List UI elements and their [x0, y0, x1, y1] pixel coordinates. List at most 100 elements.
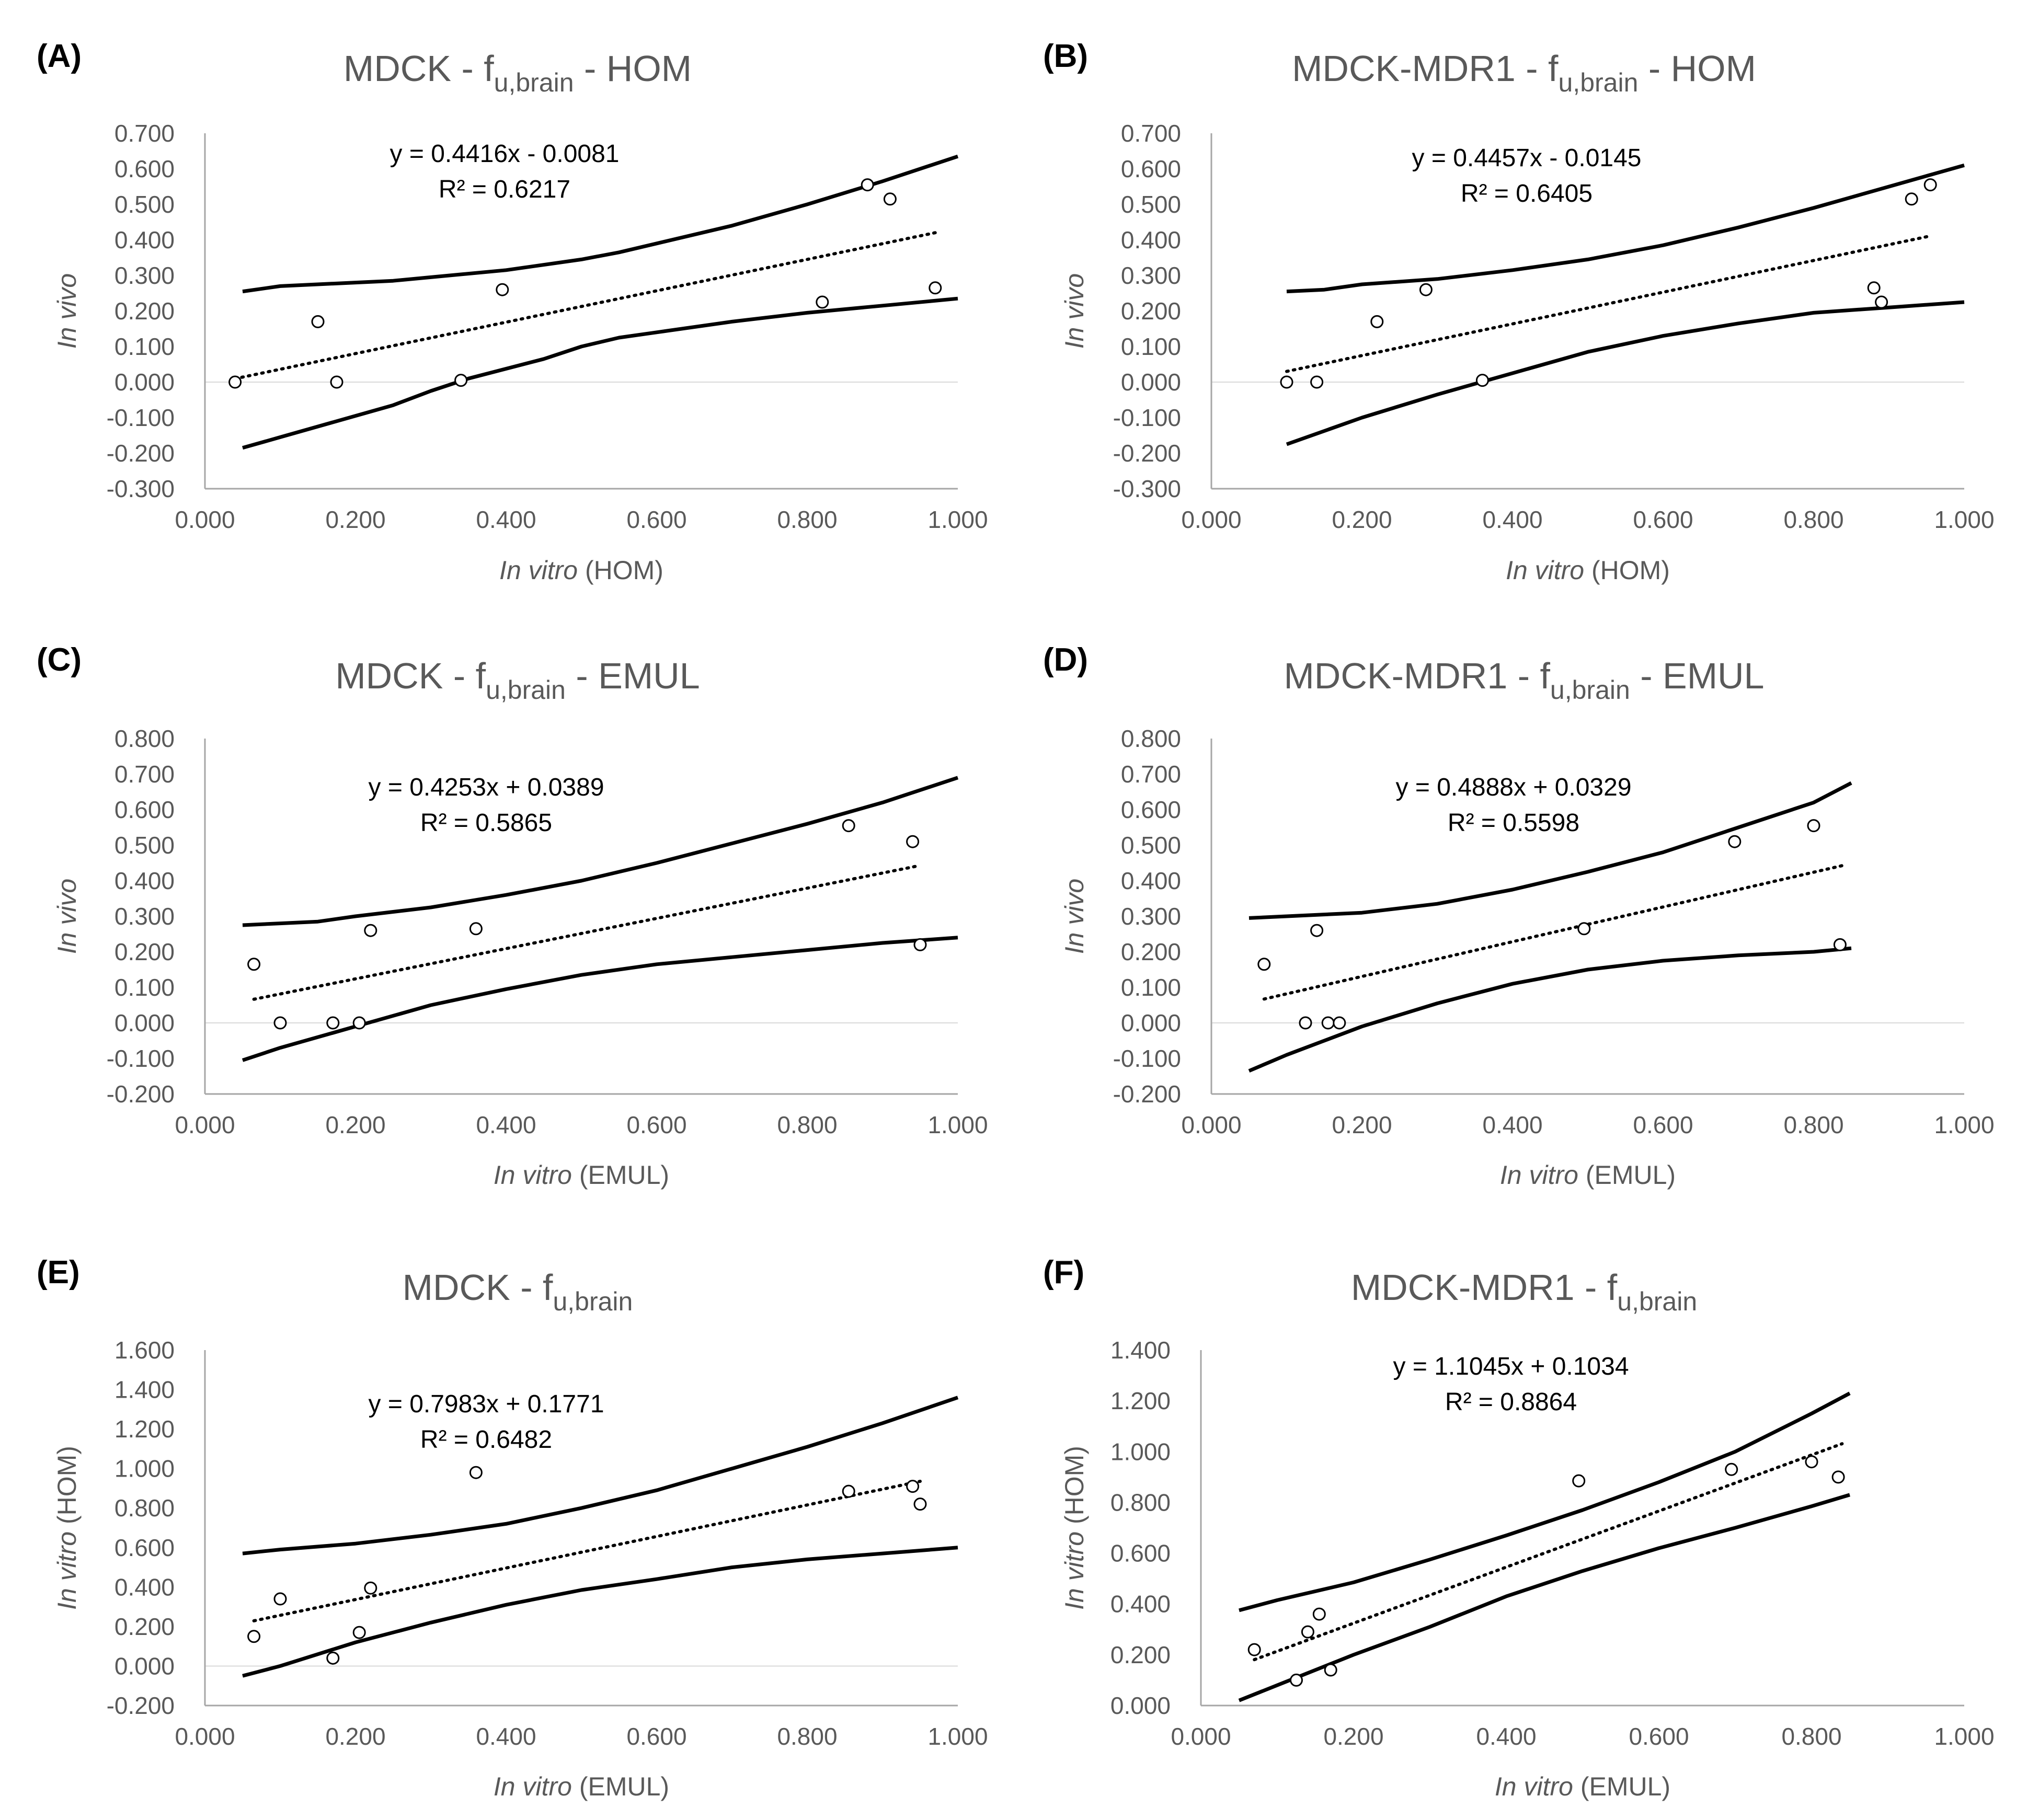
y-axis-label-italic: In vitro: [1060, 1531, 1089, 1610]
chart-title: MDCK - fu,brain: [403, 1267, 633, 1316]
x-axis-label-italic: In vitro: [494, 1160, 572, 1190]
x-tick-label: 0.800: [777, 1111, 837, 1138]
chart-title-main: MDCK-MDR1 - f: [1351, 1267, 1618, 1308]
y-tick-label: -0.300: [1113, 475, 1181, 502]
y-tick-label: -0.200: [107, 440, 175, 467]
chart-title: MDCK-MDR1 - fu,brain: [1351, 1267, 1697, 1316]
x-tick-label: 1.000: [927, 1111, 988, 1138]
chart-title: MDCK-MDR1 - fu,brain - HOM: [1292, 48, 1756, 97]
data-point: [469, 922, 483, 936]
chart-title-main: MDCK - f: [403, 1267, 553, 1308]
y-tick-label: 0.600: [1121, 796, 1181, 823]
x-axis-label-rest: (HOM): [1584, 556, 1670, 585]
data-point: [913, 1498, 927, 1511]
x-axis-label: In vitro (HOM): [499, 556, 663, 585]
y-tick-label: 0.400: [1110, 1591, 1171, 1618]
y-tick-label: 0.400: [1121, 226, 1181, 254]
x-tick-label: 0.200: [325, 1723, 385, 1750]
y-tick-label: -0.100: [1113, 1045, 1181, 1072]
y-tick-label: -0.100: [1113, 404, 1181, 431]
x-tick-label: 0.400: [1482, 1111, 1542, 1138]
x-tick-label: 1.000: [927, 506, 988, 533]
data-point: [1312, 1607, 1326, 1621]
data-point: [1728, 835, 1742, 848]
x-tick-label: 0.600: [626, 1111, 686, 1138]
upper-confidence-band: [242, 776, 959, 927]
y-tick-label: 0.100: [114, 333, 175, 360]
x-axis-label: In vitro (EMUL): [1500, 1160, 1676, 1190]
upper-confidence-band: [242, 1396, 959, 1556]
chart-title-suffix: - HOM: [574, 48, 692, 89]
y-axis-label: In vivo: [1060, 879, 1089, 954]
data-point: [273, 1592, 287, 1606]
y-axis-label-rest: (HOM): [52, 1446, 82, 1531]
trendline: [1253, 1442, 1844, 1662]
y-tick-label: 0.800: [1110, 1489, 1171, 1516]
y-tick-label: 0.100: [114, 974, 175, 1001]
y-axis-label-italic: In vivo: [1060, 273, 1089, 349]
chart-title-main: MDCK-MDR1 - f: [1284, 655, 1550, 696]
data-point: [454, 374, 468, 387]
chart-title-main: MDCK - f: [335, 655, 486, 696]
upper-confidence-band: [1239, 1391, 1851, 1612]
data-point: [496, 283, 509, 296]
lower-confidence-band: [242, 936, 958, 1062]
y-tick-label: 0.700: [114, 761, 175, 788]
data-point: [311, 315, 325, 328]
y-tick-label: 1.400: [1110, 1337, 1171, 1364]
data-point: [842, 1484, 855, 1498]
chart-title-main: MDCK-MDR1 - f: [1292, 48, 1559, 89]
x-tick-label: 1.000: [1934, 1723, 1994, 1750]
data-point: [247, 958, 261, 971]
x-tick-label: 1.000: [1934, 506, 1994, 533]
x-tick-label: 0.000: [1181, 506, 1241, 533]
y-tick-label: 0.000: [114, 1652, 175, 1679]
x-axis-label-italic: In vitro: [1495, 1772, 1573, 1801]
x-tick-label: 0.400: [1476, 1723, 1536, 1750]
x-tick-label: 0.800: [777, 506, 837, 533]
y-tick-label: 0.000: [1121, 368, 1181, 396]
y-axis-label: In vivo: [1060, 273, 1089, 349]
y-tick-label: -0.300: [107, 475, 175, 502]
y-tick-label: 0.200: [1110, 1641, 1171, 1668]
upper-confidence-band: [242, 154, 959, 294]
x-axis-label-rest: (EMUL): [572, 1772, 669, 1801]
trendline-equation: y = 0.4416x - 0.0081: [390, 140, 620, 168]
data-point: [364, 924, 377, 937]
data-point: [1831, 1470, 1845, 1484]
lower-confidence-band: [1286, 300, 1965, 446]
chart-title: MDCK - fu,brain - HOM: [343, 48, 692, 97]
chart-panel-e: (E) MDCK - fu,brain 1.600 1.400 1.200 1.000 0.…: [37, 1254, 988, 1801]
x-tick-label: 0.600: [626, 506, 686, 533]
y-axis-label-rest: (HOM): [1060, 1446, 1089, 1531]
x-tick-label: 0.400: [476, 506, 536, 533]
trendline-equation: y = 0.7983x + 0.1771: [368, 1390, 604, 1418]
y-tick-label: 1.000: [114, 1455, 175, 1482]
chart-title-subscript: u,brain: [494, 68, 574, 97]
y-tick-label: 0.300: [1121, 262, 1181, 289]
r-squared-label: R² = 0.8864: [1445, 1388, 1577, 1416]
y-tick-label: 1.400: [114, 1376, 175, 1403]
y-tick-label: 0.600: [1121, 155, 1181, 182]
panel-label: (E): [37, 1254, 80, 1291]
data-point: [1805, 1455, 1818, 1469]
upper-confidence-band: [1286, 163, 1965, 294]
data-point: [364, 1581, 377, 1595]
x-tick-label: 0.200: [325, 1111, 385, 1138]
data-point: [1301, 1625, 1314, 1639]
upper-confidence-band: [1248, 781, 1852, 920]
chart-title-suffix: - HOM: [1638, 48, 1756, 89]
trendline: [1262, 863, 1846, 1001]
y-tick-label: 0.000: [1110, 1692, 1171, 1719]
y-tick-label: 0.300: [114, 903, 175, 930]
x-tick-label: 0.200: [1332, 1111, 1392, 1138]
y-tick-label: 0.100: [1121, 974, 1181, 1001]
chart-title-subscript: u,brain: [553, 1287, 633, 1316]
x-tick-label: 0.200: [325, 506, 385, 533]
x-axis-label: In vitro (EMUL): [1495, 1772, 1670, 1801]
data-point: [861, 178, 874, 192]
y-tick-label: 0.800: [1121, 725, 1181, 752]
x-tick-label: 1.000: [1934, 1111, 1994, 1138]
trendline-equation: y = 0.4253x + 0.0389: [368, 774, 604, 801]
r-squared-label: R² = 0.5598: [1448, 809, 1579, 837]
